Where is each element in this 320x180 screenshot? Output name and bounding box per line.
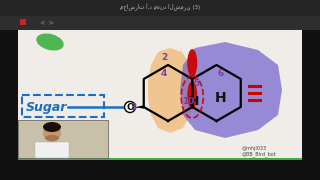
Text: O: O [126,102,134,111]
Circle shape [43,124,61,142]
Text: 2: 2 [161,53,167,62]
Ellipse shape [43,122,61,132]
Text: محاضرات أ.د مهند الشمري (3): محاضرات أ.د مهند الشمري (3) [120,3,200,11]
Bar [0,30,18,160]
Bar [0,160,320,180]
Text: @mhjl033: @mhjl033 [242,146,267,151]
Bar [0,16,320,30]
Bar [0,0,320,16]
Text: 3: 3 [131,102,137,111]
Bar [35,142,69,158]
Bar [20,19,26,25]
Bar [18,120,108,158]
Text: 5: 5 [193,78,199,87]
Bar [18,158,302,160]
Text: Sugar: Sugar [25,100,67,114]
Ellipse shape [45,135,59,141]
Polygon shape [180,42,282,138]
Bar [302,30,320,160]
Ellipse shape [187,49,197,77]
Ellipse shape [36,33,64,51]
Text: < >: < > [40,20,54,26]
Text: @BB_Bird_bot: @BB_Bird_bot [242,151,277,157]
Text: 4: 4 [161,69,167,78]
Ellipse shape [187,81,197,109]
Text: H: H [215,91,226,105]
Text: H: H [189,94,199,107]
Polygon shape [148,48,193,133]
Polygon shape [136,105,144,109]
Text: 6: 6 [217,69,224,78]
Bar [18,30,302,160]
Circle shape [124,102,135,112]
Text: 10: 10 [182,96,195,105]
